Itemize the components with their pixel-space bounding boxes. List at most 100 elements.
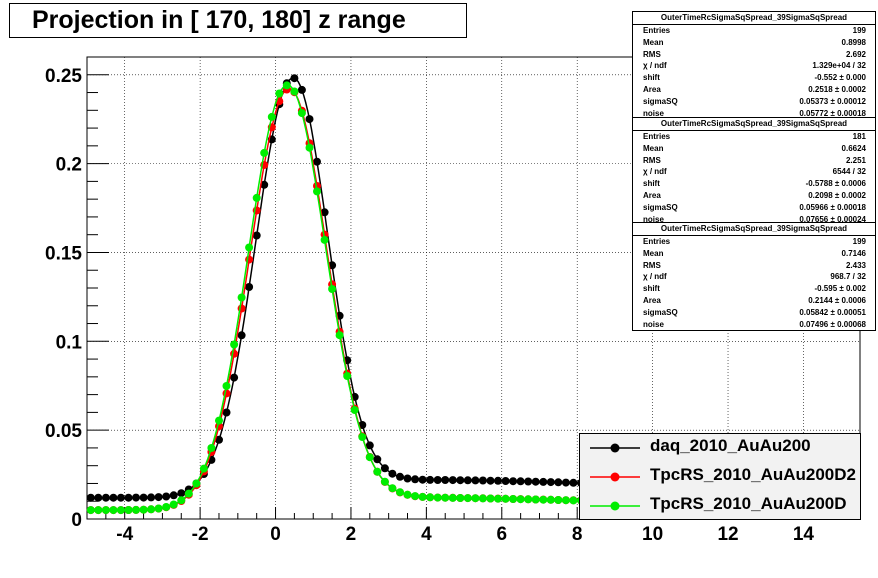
data-point-series-2	[282, 81, 291, 90]
stats-value: 1.329e+04 / 32	[812, 61, 866, 71]
x-tick-label: -2	[192, 524, 209, 545]
data-point-series-2	[245, 243, 254, 252]
stats-row: shift -0.5788 ± 0.0006	[633, 178, 875, 190]
stats-label: RMS	[643, 49, 661, 59]
data-point-series-2	[162, 503, 171, 511]
stats-label: sigmaSQ	[643, 96, 678, 106]
stats-label: sigmaSQ	[643, 202, 678, 212]
x-tick-label: 6	[496, 524, 507, 545]
stats-value: -0.552 ± 0.000	[814, 73, 866, 83]
axes: -4 -2 0 2 4 6 8 10 12 14 0 0.05 0.1 0.15 0.2 0.25	[45, 56, 861, 545]
stats-label: χ / ndf	[643, 61, 667, 71]
data-point-series-2	[456, 494, 465, 502]
stats-row: Mean 0.8998	[633, 37, 875, 49]
stats-row: RMS 2.433	[633, 260, 875, 272]
y-tick-label: 0	[71, 510, 82, 531]
data-point-series-0	[448, 476, 457, 485]
stats-value: 2.433	[845, 260, 866, 270]
stats-value: 0.07496 ± 0.00068	[799, 319, 866, 329]
data-point-series-2	[403, 490, 412, 499]
stats-row: sigmaSQ 0.05373 ± 0.00012	[633, 96, 875, 108]
stats-label: Mean	[643, 143, 664, 153]
data-point-series-0	[245, 283, 254, 291]
x-tick-label: -4	[116, 524, 133, 545]
stats-value: 0.2144 ± 0.0006	[808, 295, 866, 305]
stats-label: shift	[643, 179, 660, 189]
stats-box-green: OuterTimeRcSigmaSqSpread_39SigmaSqSpread…	[632, 222, 876, 332]
data-point-series-0	[109, 493, 118, 502]
data-point-series-2	[471, 494, 480, 503]
data-point-series-2	[230, 340, 239, 349]
stats-box-red: OuterTimeRcSigmaSqSpread_39SigmaSqSpread…	[632, 117, 876, 227]
stats-label: Entries	[643, 132, 671, 141]
data-point-series-2	[441, 493, 450, 502]
data-point-series-0	[124, 493, 133, 502]
data-point-series-2	[569, 496, 578, 505]
data-point-series-0	[509, 477, 518, 486]
legend-entry-tpcrs-d2: TpcRS_2010_AuAu200D2	[580, 463, 860, 492]
stats-label: Mean	[643, 37, 664, 47]
legend-label: TpcRS_2010_AuAu200D	[650, 494, 847, 513]
data-point-series-0	[486, 476, 495, 485]
stats-label: sigmaSQ	[643, 307, 678, 317]
data-point-series-0	[177, 489, 186, 498]
stats-value: 0.2518 ± 0.0002	[808, 84, 866, 94]
stats-label: Mean	[643, 248, 664, 258]
legend-marker-icon	[590, 443, 640, 453]
data-point-series-0	[494, 476, 502, 485]
data-point-series-2	[539, 495, 548, 504]
data-point-series-2	[86, 506, 95, 515]
stats-value: 181	[852, 132, 866, 141]
data-point-series-2	[147, 505, 156, 514]
stats-value: 968.7 / 32	[830, 272, 866, 282]
data-point-series-0	[365, 441, 374, 450]
stats-label: Area	[643, 295, 661, 305]
data-point-series-0	[162, 492, 171, 501]
data-point-series-0	[426, 475, 435, 484]
x-tick-label: 10	[642, 524, 663, 545]
stats-row: Entries 181	[633, 131, 875, 143]
data-point-series-0	[539, 477, 548, 486]
stats-row: Mean 0.6624	[633, 143, 875, 155]
data-point-series-2	[215, 416, 223, 425]
data-point-series-0	[373, 455, 382, 464]
data-point-series-0	[260, 180, 269, 189]
stats-box-title: OuterTimeRcSigmaSqSpread_39SigmaSqSpread	[633, 12, 875, 25]
stats-value: 2.692	[845, 49, 866, 59]
data-point-series-2	[426, 493, 435, 502]
data-point-series-2	[494, 494, 502, 503]
data-point-series-0	[471, 476, 480, 485]
x-tick-label: 8	[572, 524, 583, 545]
data-point-series-2	[335, 331, 344, 340]
stats-box-title: OuterTimeRcSigmaSqSpread_39SigmaSqSpread	[633, 118, 875, 131]
data-point-series-0	[524, 477, 533, 486]
data-point-series-0	[169, 491, 178, 500]
data-point-series-2	[169, 500, 178, 509]
stats-label: Entries	[643, 26, 671, 35]
data-point-series-0	[132, 493, 140, 502]
data-point-series-0	[222, 408, 231, 417]
stats-row: sigmaSQ 0.05842 ± 0.00051	[633, 307, 875, 319]
stats-row: sigmaSQ 0.05966 ± 0.00018	[633, 202, 875, 214]
stats-value: 2.251	[845, 155, 866, 165]
stats-row: χ / ndf 1.329e+04 / 32	[633, 60, 875, 72]
legend-entry-tpcrs-d: TpcRS_2010_AuAu200D	[580, 492, 860, 521]
data-point-series-2	[275, 89, 284, 98]
data-point-series-0	[290, 74, 299, 83]
data-point-series-0	[403, 474, 412, 483]
legend-marker-icon	[590, 501, 640, 511]
data-point-series-2	[418, 492, 427, 501]
data-point-series-2	[501, 494, 510, 503]
stats-row: Area 0.2518 ± 0.0002	[633, 84, 875, 96]
data-point-series-2	[396, 488, 404, 497]
stats-row: χ / ndf 6544 / 32	[633, 166, 875, 178]
legend: daq_2010_AuAu200 TpcRS_2010_AuAu200D2 Tp…	[579, 433, 861, 520]
data-point-series-2	[222, 382, 231, 390]
stats-value: 0.6624	[841, 143, 866, 153]
data-point-series-0	[561, 478, 570, 487]
data-point-series-0	[86, 493, 95, 502]
stats-value: 199	[852, 237, 866, 246]
data-point-series-2	[192, 479, 201, 488]
stats-value: -0.595 ± 0.002	[814, 284, 866, 294]
data-point-series-0	[154, 493, 163, 502]
